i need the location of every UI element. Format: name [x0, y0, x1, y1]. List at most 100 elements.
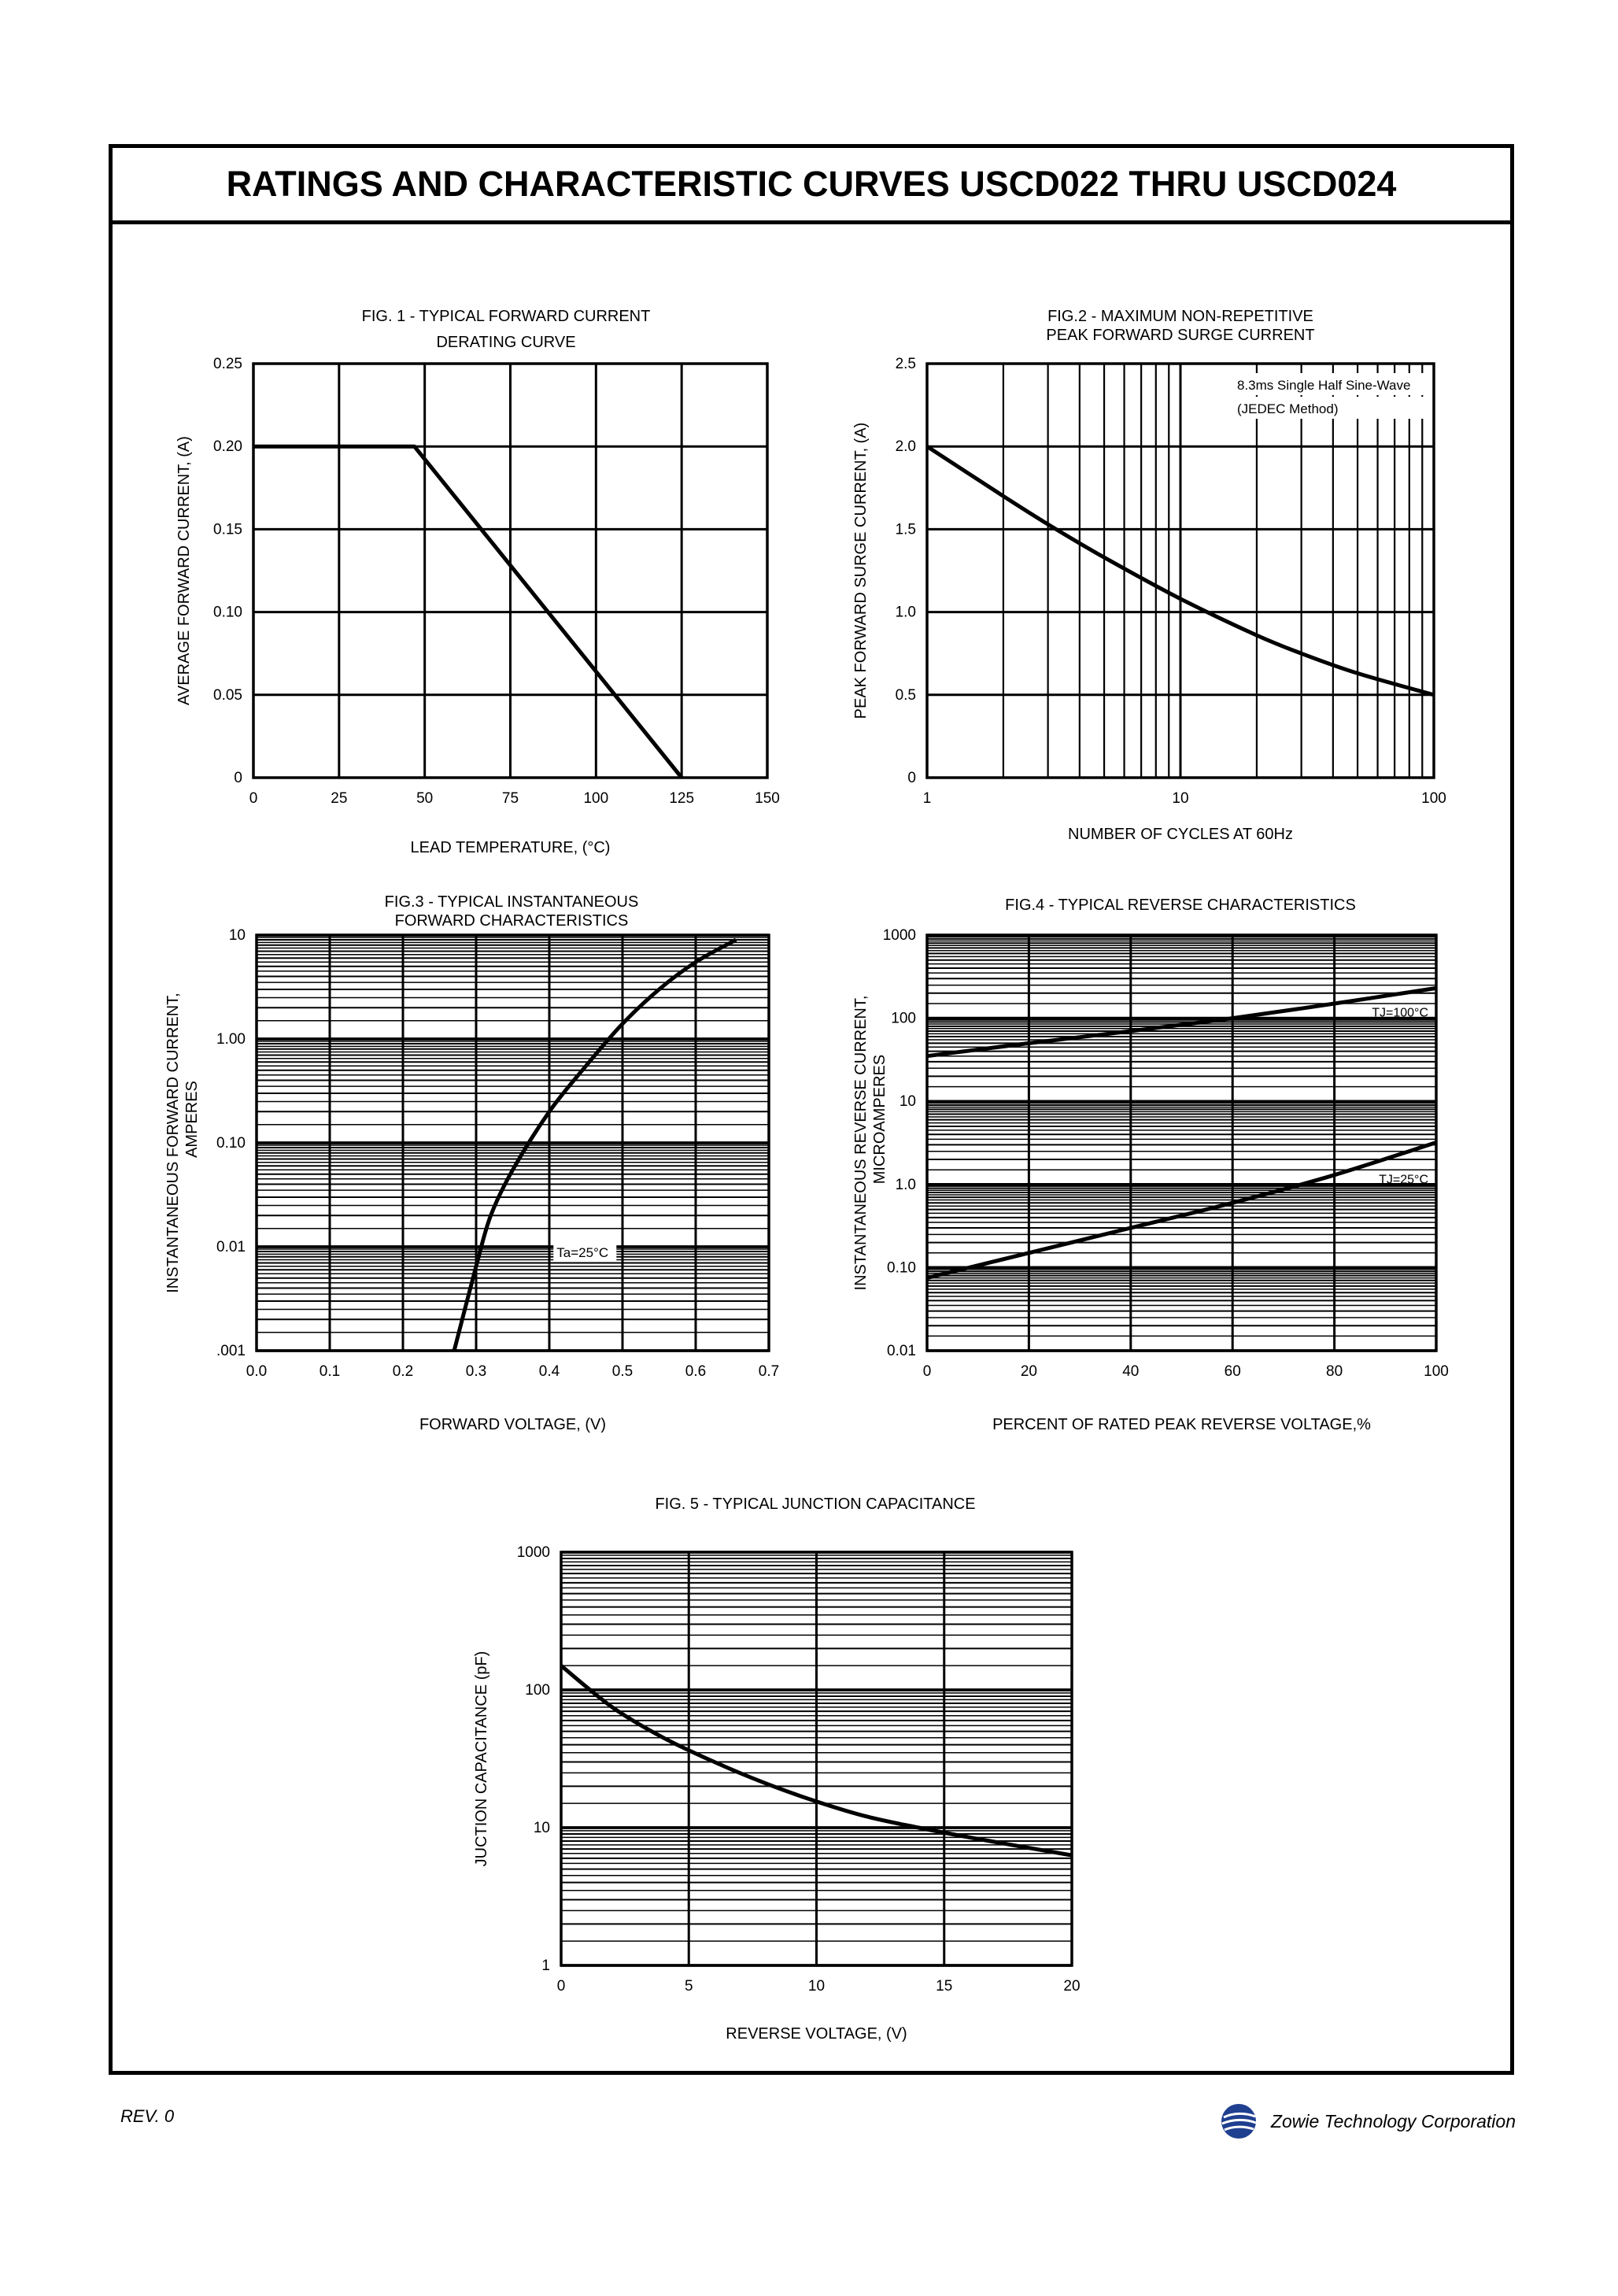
fig1-y-tick-label: 0.25 [213, 356, 242, 372]
fig1-y-tick-label: 0.10 [213, 605, 242, 621]
fig1-x-tick-label: 100 [583, 790, 608, 807]
revision-label: REV. 0 [120, 2106, 175, 2126]
fig4-series-label: TJ=100°C [1372, 1006, 1428, 1019]
fig4-x-tick-label: 60 [1225, 1363, 1241, 1380]
fig3-x-tick-label: 0.0 [246, 1363, 267, 1380]
fig5-x-tick-label: 15 [936, 1978, 952, 1995]
page-title: RATINGS AND CHARACTERISTIC CURVES USCD02… [226, 164, 1397, 204]
fig3-x-axis-label: FORWARD VOLTAGE, (V) [419, 1416, 606, 1433]
fig1-series-line [253, 444, 684, 779]
fig2-annotation-bg [1234, 397, 1428, 419]
fig3-y-tick-label: 1.00 [216, 1031, 246, 1048]
fig2-y-tick-label: 2.0 [896, 438, 916, 455]
fig2-subtitle: PEAK FORWARD SURGE CURRENT [1046, 327, 1314, 344]
fig1-y-axis-label: AVERAGE FORWARD CURRENT, (A) [175, 436, 193, 705]
fig1-plot-frame [252, 362, 769, 779]
fig3-x-tick-label: 0.7 [759, 1363, 779, 1380]
fig5-title: FIG. 5 - TYPICAL JUNCTION CAPACITANCE [655, 1496, 975, 1513]
fig4-x-tick-label: 0 [923, 1363, 932, 1380]
title-bar: RATINGS AND CHARACTERISTIC CURVES USCD02… [113, 148, 1510, 224]
fig3-y-axis-label-2: AMPERES [183, 1081, 201, 1158]
fig3-x-tick-label: 0.6 [685, 1363, 706, 1380]
fig2-y-tick-label: 2.5 [896, 356, 916, 372]
fig2-title: FIG.2 - MAXIMUM NON-REPETITIVE [1047, 308, 1313, 325]
fig3-annotation-bg [553, 1240, 617, 1262]
fig3-chart: 0.0 0.1 0.2 0.3 0.4 0.5 0.6 0.7 .001 0.01 0.10 1.00… [164, 893, 779, 1433]
fig3-x-tick-label: 0.2 [393, 1363, 413, 1380]
fig5-x-tick-label: 10 [808, 1978, 825, 1995]
fig4-y-axis-label: INSTANTANEOUS REVERSE CURRENT, [852, 996, 870, 1291]
fig1-chart: 0 25 50 75 100 125 150 0 0.05 0.10 0.15 0.20 0.25 FIG… [175, 308, 780, 856]
fig4-x-tick-label: 20 [1021, 1363, 1037, 1380]
fig2-plot-frame [925, 362, 1435, 779]
fig2-annotation: 8.3ms Single Half Sine-Wave [1237, 378, 1410, 393]
fig4-y-tick-label: 1000 [883, 927, 916, 944]
fig1-x-tick-label: 125 [669, 790, 694, 807]
fig5-chart: 0 5 10 15 20 1 10 100 1000 FIG. 5 - TYPICAL JUNCT… [473, 1496, 1081, 2043]
fig3-x-tick-label: 0.5 [612, 1363, 633, 1380]
fig4-plot-frame [925, 934, 1438, 1352]
fig4-y-tick-label: 0.10 [887, 1259, 916, 1276]
fig4-x-tick-label: 80 [1326, 1363, 1343, 1380]
fig3-annotation: Ta=25°C [556, 1245, 608, 1260]
fig2-x-tick-label: 1 [923, 790, 932, 807]
fig4-series-line [926, 1141, 1437, 1281]
fig2-annotation: (JEDEC Method) [1237, 401, 1338, 416]
fig2-annotation-bg [1234, 373, 1428, 395]
fig5-y-tick-label: 100 [525, 1682, 550, 1699]
fig1-grid [252, 362, 769, 779]
fig1-x-axis-label: LEAD TEMPERATURE, (°C) [411, 839, 611, 856]
fig4-y-axis-label-2: MICROAMPERES [871, 1055, 888, 1184]
fig3-x-tick-label: 0.1 [320, 1363, 340, 1380]
fig2-chart: 1 10 100 0 0.5 1.0 1.5 2.0 2.5 FIG.2 - MAXIMUM NO… [852, 308, 1446, 843]
fig5-y-tick-label: 10 [534, 1820, 550, 1836]
fig4-chart: 0 20 40 60 80 100 0.01 0.10 1.0 10 100 1000 FIG.4 - … [852, 897, 1449, 1433]
fig3-x-tick-label: 0.3 [466, 1363, 486, 1380]
fig2-x-axis-label: NUMBER OF CYCLES AT 60Hz [1068, 826, 1293, 843]
fig5-y-tick-label: 1000 [517, 1544, 550, 1561]
fig2-x-tick-label: 100 [1421, 790, 1446, 807]
company-name: Zowie Technology Corporation [1270, 2110, 1516, 2131]
fig4-y-tick-label: 10 [900, 1093, 916, 1110]
fig5-x-tick-label: 5 [685, 1978, 693, 1995]
fig4-series-line [926, 985, 1437, 1059]
fig1-y-tick-label: 0.15 [213, 521, 242, 538]
fig3-y-tick-label: .001 [216, 1343, 246, 1359]
fig5-series-line [560, 1664, 1073, 1858]
fig4-y-tick-label: 0.01 [887, 1343, 916, 1359]
fig4-series-label: TJ=25°C [1379, 1173, 1428, 1186]
fig5-plot-frame [560, 1551, 1073, 1967]
fig3-title: FIG.3 - TYPICAL INSTANTANEOUS [385, 893, 639, 911]
fig3-y-tick-label: 0.01 [216, 1239, 246, 1255]
fig4-x-axis-label: PERCENT OF RATED PEAK REVERSE VOLTAGE,% [992, 1416, 1371, 1433]
fig4-grid [925, 934, 1438, 1352]
fig1-subtitle: DERATING CURVE [436, 334, 575, 351]
fig2-x-tick-label: 10 [1172, 790, 1188, 807]
fig5-y-tick-label: 1 [541, 1958, 550, 1974]
fig2-grid [925, 362, 1435, 779]
fig5-x-axis-label: REVERSE VOLTAGE, (V) [726, 2025, 907, 2043]
fig2-y-tick-label: 1.0 [896, 605, 916, 621]
fig3-y-tick-label: 10 [229, 927, 246, 944]
fig3-x-tick-label: 0.4 [539, 1363, 560, 1380]
fig2-y-tick-label: 0.5 [896, 687, 916, 704]
fig1-x-tick-label: 25 [331, 790, 347, 807]
fig4-x-tick-label: 40 [1122, 1363, 1139, 1380]
page-frame: RATINGS AND CHARACTERISTIC CURVES USCD02… [109, 144, 1514, 2075]
fig4-y-tick-label: 1.0 [896, 1177, 916, 1193]
fig4-title: FIG.4 - TYPICAL REVERSE CHARACTERISTICS [1005, 897, 1356, 914]
fig2-y-tick-label: 0 [907, 770, 916, 786]
fig1-y-tick-label: 0 [234, 770, 242, 786]
zowie-globe-logo-icon [1221, 2104, 1257, 2139]
fig3-series-line [452, 937, 737, 1351]
fig3-plot-frame [255, 934, 770, 1352]
fig1-x-tick-label: 50 [416, 790, 433, 807]
fig5-x-tick-label: 20 [1063, 1978, 1080, 1995]
fig1-x-tick-label: 0 [249, 790, 258, 807]
fig4-y-tick-label: 100 [891, 1011, 916, 1027]
fig5-y-axis-label: JUCTION CAPACITANCE (pF) [473, 1651, 490, 1867]
fig2-y-tick-label: 1.5 [896, 521, 916, 538]
fig3-grid [255, 934, 770, 1352]
fig1-y-tick-label: 0.05 [213, 687, 242, 704]
